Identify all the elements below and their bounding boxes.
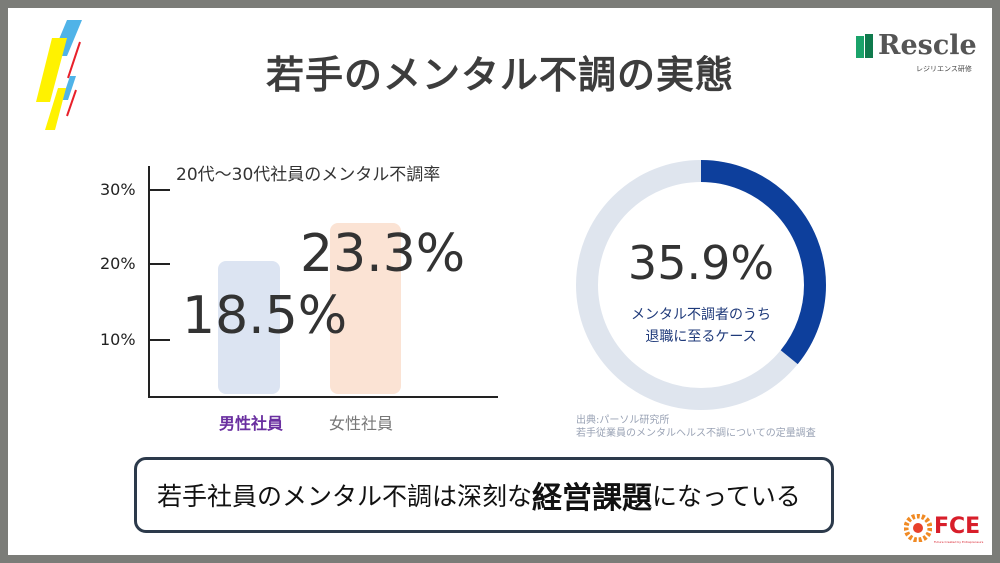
chart-title: 20代〜30代社員のメンタル不調率 [176,165,441,185]
donut-caption-line2: 退職に至るケース [645,329,757,345]
rescle-logo: Rescle レジリエンス研修 [856,30,977,73]
donut-chart [576,160,826,410]
message-post: になっている [652,482,801,511]
fce-logo-word: FCE [934,514,981,539]
tick-30 [148,189,170,191]
key-message-box: 若手社員のメンタル不調は深刻な 経営課題 になっている [134,457,834,533]
source-note: 出典:パーソル研究所 若手従業員のメンタルヘルス不調についての定量調査 [576,414,816,440]
tick-10 [148,339,170,341]
rescle-logo-word: Rescle [878,30,977,61]
x-axis [148,396,498,398]
category-female: 女性社員 [329,414,394,433]
bar-value-male: 18.5% [182,286,348,346]
message-pre: 若手社員のメンタル不調は深刻な [157,482,533,511]
tick-label: 30% [100,180,136,199]
page-title: 若手のメンタル不調の実態 [265,53,734,97]
fce-logo-sub: Future Created by Entrepreneurs [934,540,984,544]
tick-label: 20% [100,254,136,273]
bar-male [218,261,280,394]
donut-caption: メンタル不調者のうち 退職に至るケース [568,304,834,348]
fce-logo-icon [904,514,932,542]
y-axis [148,166,150,398]
decorative-stripes-icon [36,20,82,130]
category-male: 男性社員 [219,414,284,433]
message-emphasis: 経営課題 [532,481,653,516]
donut-fill [576,160,826,410]
donut-caption-line1: メンタル不調者のうち [631,307,771,323]
tick-label: 10% [100,330,136,349]
source-line2: 若手従業員のメンタルヘルス不調についての定量調査 [576,428,816,439]
slide: 若手のメンタル不調の実態 Rescle レジリエンス研修 20代〜30代社員のメ… [8,8,992,555]
rescle-logo-sub: レジリエンス研修 [916,65,972,73]
bar-value-female: 23.3% [300,224,466,284]
rescle-logo-icon [856,34,873,58]
bar-female [330,223,401,394]
tick-20 [148,263,170,265]
donut-value: 35.9% [627,236,775,290]
source-line1: 出典:パーソル研究所 [576,415,670,426]
